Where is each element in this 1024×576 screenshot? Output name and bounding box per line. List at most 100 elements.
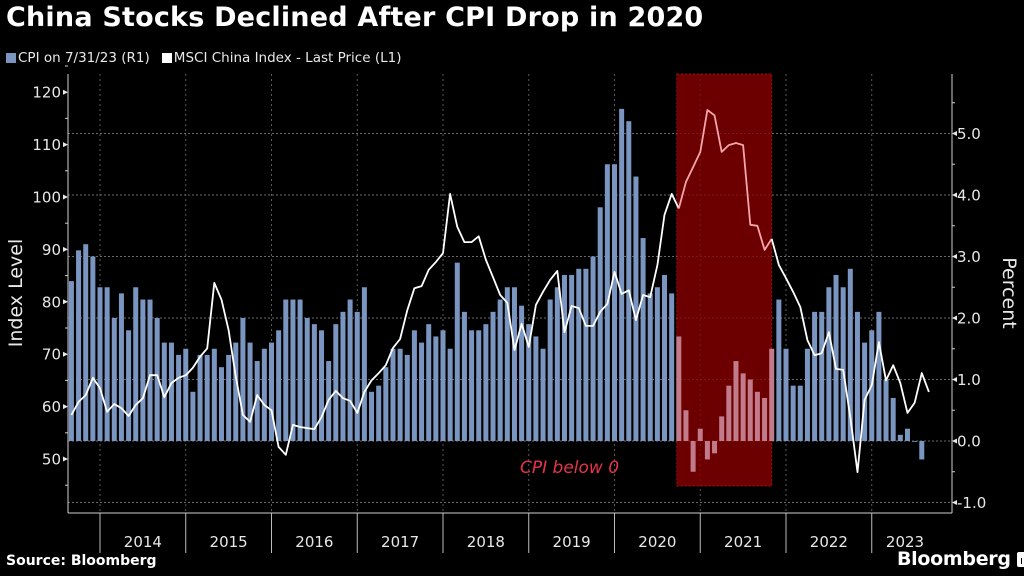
cpi-bar [454,262,460,441]
y-left-tick-label: 110 [32,136,61,154]
msci-line-layer [70,109,930,474]
cpi-bar [411,330,417,441]
cpi-bar [240,318,246,441]
cpi-bar [847,268,853,441]
cpi-bar [269,342,274,441]
x-year-label: 2014 [124,533,162,551]
cpi-bar [354,311,360,441]
cpi-bar [226,354,232,441]
cpi-bar [919,441,925,460]
cpi-bar [526,324,532,441]
cpi-bar [419,342,425,441]
cpi-bar [690,441,696,472]
cpi-bar [247,342,253,441]
y-right-tick [952,500,957,505]
x-year-label: 2021 [724,533,762,551]
cpi-bar [633,176,639,442]
cpi-bars [68,108,925,472]
cpi-bar [676,336,682,441]
cpi-bar [433,336,439,441]
cpi-bar [168,342,174,441]
y-right-tick [952,438,957,444]
cpi-bar [862,342,868,441]
cpi-bar [340,311,346,441]
cpi-bar [597,207,603,441]
y-right-tick [952,254,957,259]
cpi-bar [369,391,375,441]
cpi-bar [640,238,646,441]
cpi-bar [440,330,446,441]
x-year-label: 2019 [553,533,591,551]
cpi-bar [197,354,203,441]
cpi-bar [790,385,796,441]
cpi-bar [304,318,310,441]
cpi-bar [783,348,789,441]
cpi-bar [519,305,525,441]
cpi-bar [68,281,74,441]
cpi-bar [140,299,146,441]
x-year-label: 2020 [638,533,676,551]
cpi-bar [133,287,139,441]
cpi-bar [490,311,496,441]
y-right-tick [952,192,957,198]
cpi-bar [540,348,546,441]
cpi-bar [290,299,296,441]
cpi-bar [469,330,475,441]
cpi-bar [904,428,910,441]
cpi-bar [812,311,818,441]
annotation-cpi-below-zero: CPI below 0 [520,458,619,478]
y-right-tick-label: -1.0 [957,494,986,512]
y-right-tick-label: 5.0 [957,125,981,143]
cpi-bar [404,354,410,441]
cpi-bar [333,324,339,441]
cpi-bar [347,299,353,441]
cpi-bar [161,342,167,441]
cpi-bar [833,274,839,441]
cpi-bar [218,367,224,441]
cpi-bar [504,287,510,441]
cpi-bar [576,268,582,441]
cpi-bar [740,373,746,441]
cpi-bar [254,361,260,441]
cpi-bar [554,287,560,441]
legend-label-cpi: CPI on 7/31/23 (R1) [18,50,150,66]
y-right-tick [952,377,957,382]
cpi-bar [511,287,517,441]
y-left-tick [63,351,68,357]
y-right-tick-label: 1.0 [957,371,981,389]
y-left-tick [63,404,68,410]
cpi-bar [697,428,703,441]
y-left-tick-label: 70 [42,346,61,364]
cpi-bar [176,354,182,441]
x-year-label: 2023 [886,533,924,551]
cpi-bar [319,330,325,441]
cpi-bar [876,311,882,441]
y-left-tick-label: 100 [32,189,61,207]
cpi-bar [297,299,303,441]
y-right-tick-label: 3.0 [957,248,981,266]
cpi-bar [383,367,389,441]
x-year-label: 2018 [467,533,505,551]
cpi-bar [683,410,689,441]
cpi-bar [497,299,503,441]
cpi-bar [154,318,160,441]
legend-item-msci: MSCI China Index - Last Price (L1) [161,50,401,66]
cpi-bar [883,379,889,441]
cpi-bar [669,293,675,441]
cpi-bar [83,244,89,441]
cpi-bar [797,385,803,441]
chart-title: China Stocks Declined After CPI Drop in … [6,2,704,33]
cpi-bar [840,287,846,441]
cpi-bar [762,397,768,441]
cpi-bar [647,293,653,441]
grid-lines [68,74,952,513]
y-right-tick-label: 0.0 [957,433,981,451]
cpi-bar [897,434,903,441]
cpi-bar [190,391,196,441]
cpi-bar [619,108,625,442]
cpi-bar [854,311,860,441]
cpi-bar [626,121,632,441]
y-right-tick-label: 2.0 [957,310,981,328]
bloomberg-chart-icon [1016,551,1024,567]
